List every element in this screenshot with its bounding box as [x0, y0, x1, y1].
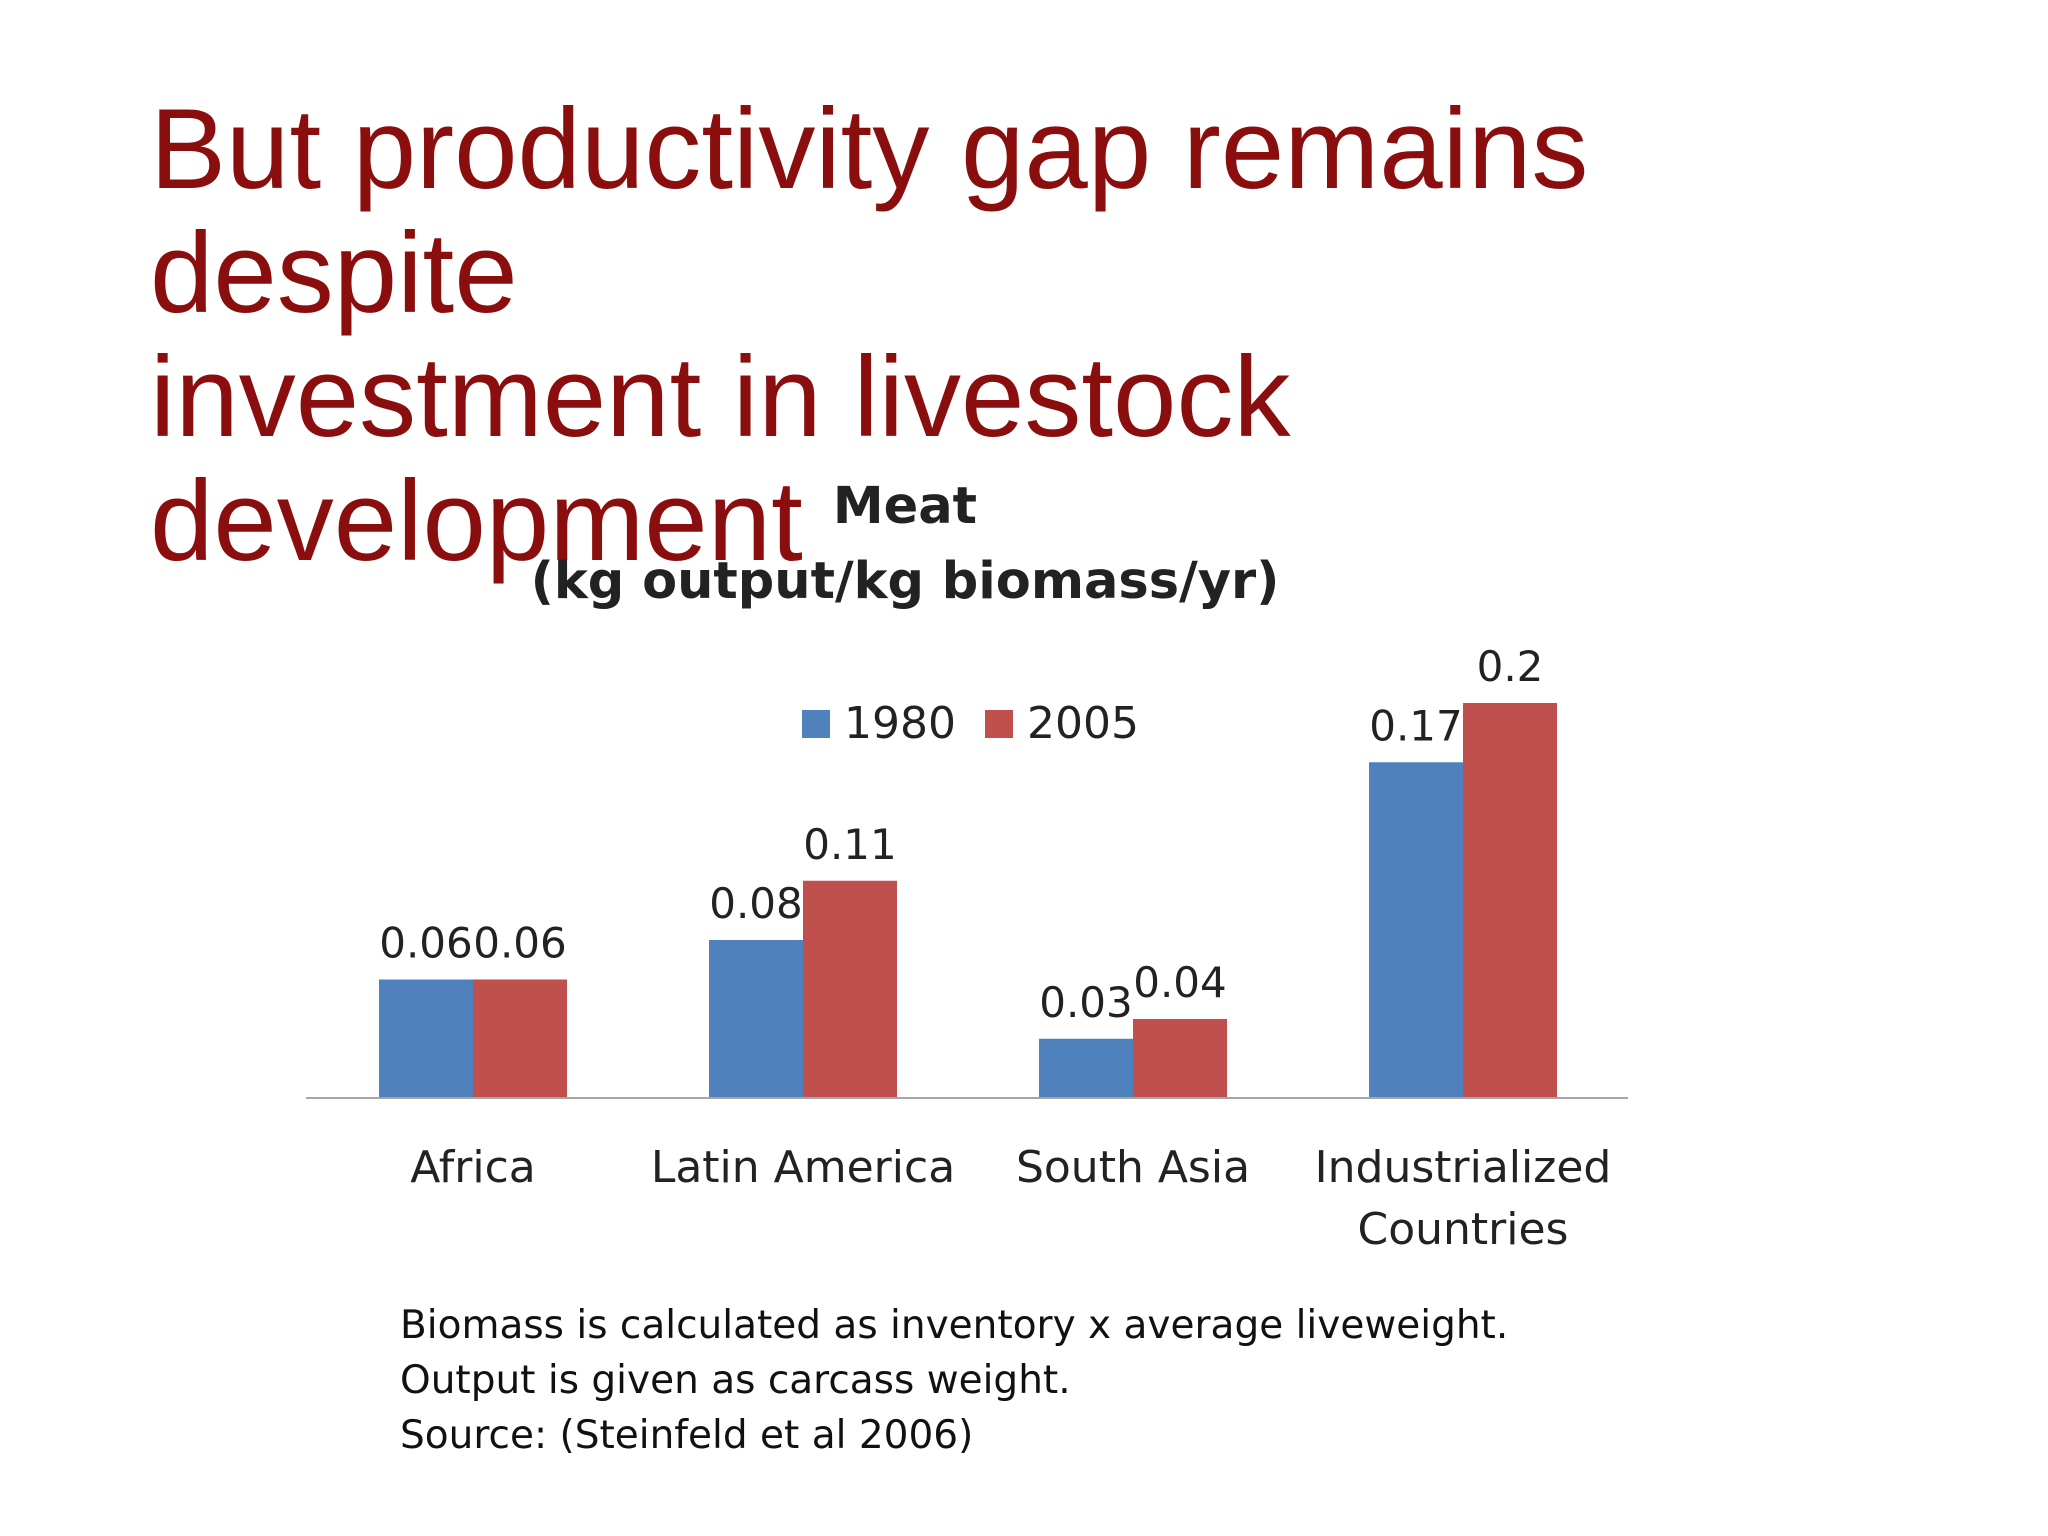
data-label-industrialized-countries-1980: 0.17	[1369, 701, 1463, 750]
chart-legend: 1980 2005	[802, 698, 1139, 749]
footnote-output: Output is given as carcass weight.	[400, 1358, 1071, 1403]
bar-latin-america-2005	[803, 880, 897, 1098]
legend-label-1980: 1980	[844, 698, 956, 749]
data-label-latin-america-2005: 0.11	[803, 820, 897, 869]
slide-title-line-1: But productivity gap remains despite	[150, 86, 1589, 337]
data-label-south-asia-2005: 0.04	[1133, 958, 1227, 1007]
legend-swatch-2005	[985, 710, 1013, 738]
category-label-africa: Africa	[410, 1142, 536, 1193]
category-label-latin-america: Latin America	[651, 1142, 955, 1193]
chart-category-labels: Africa Latin America South Asia Industriali…	[410, 1142, 1611, 1255]
slide-title-line-2: investment in livestock development	[150, 334, 1291, 585]
data-label-industrialized-countries-2005: 0.2	[1477, 642, 1544, 691]
bar-industrialized-countries-2005	[1463, 703, 1557, 1098]
legend-swatch-1980	[802, 710, 830, 738]
bar-south-asia-2005	[1133, 1019, 1227, 1098]
bar-africa-2005	[473, 979, 567, 1098]
data-label-africa-1980: 0.06	[379, 919, 473, 968]
category-label-industrialized-countries-line-2: Countries	[1358, 1204, 1569, 1255]
category-label-industrialized-countries-line-1: Industrialized	[1315, 1142, 1612, 1193]
footnotes: Biomass is calculated as inventory x ave…	[400, 1298, 1900, 1463]
bar-south-asia-1980	[1039, 1038, 1133, 1098]
footnote-biomass: Biomass is calculated as inventory x ave…	[400, 1303, 1509, 1348]
chart-data-labels: 0.06 0.08 0.03 0.17 0.06 0.11 0.04 0.2	[379, 642, 1543, 1027]
data-label-africa-2005: 0.06	[473, 919, 567, 968]
bar-industrialized-countries-1980	[1369, 762, 1463, 1098]
bar-latin-america-1980	[709, 940, 803, 1098]
chart-bars	[379, 703, 1557, 1098]
data-label-latin-america-1980: 0.08	[709, 879, 803, 928]
bar-africa-1980	[379, 979, 473, 1098]
data-label-south-asia-1980: 0.03	[1039, 978, 1133, 1027]
category-label-south-asia: South Asia	[1016, 1142, 1250, 1193]
legend-label-2005: 2005	[1027, 698, 1139, 749]
chart-title: Meat	[833, 477, 977, 536]
chart-subtitle: (kg output/kg biomass/yr)	[531, 552, 1280, 611]
footnote-source: Source: (Steinfeld et al 2006)	[400, 1413, 974, 1458]
slide-title: But productivity gap remains despite inv…	[150, 88, 1950, 584]
